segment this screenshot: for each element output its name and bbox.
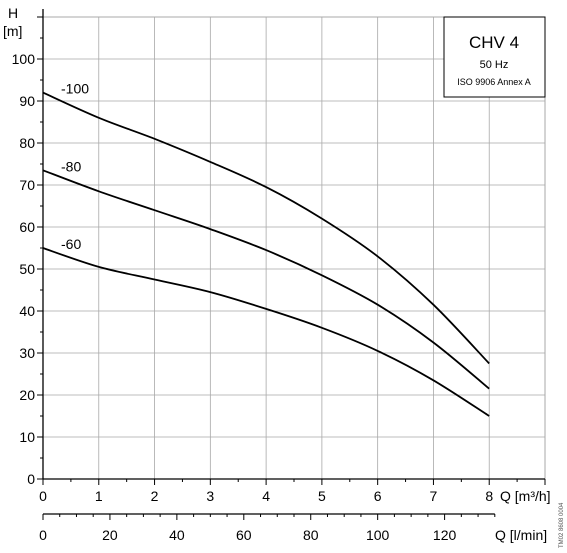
- x-tick-label: 2: [151, 488, 159, 504]
- x-tick-label: 6: [374, 488, 382, 504]
- x-axis-secondary-label: Q [l/min]: [495, 527, 547, 543]
- y-tick-label: 70: [19, 177, 35, 193]
- y-axis-unit: [m]: [3, 23, 22, 39]
- curve-minus-80: [42, 169, 490, 390]
- series-curves: -100 -80 -60: [42, 81, 490, 417]
- x-secondary-tick-label: 40: [169, 527, 185, 543]
- x-secondary-tick-label: 0: [39, 527, 47, 543]
- y-tick-label: 100: [12, 51, 36, 67]
- y-tick-label: 0: [27, 471, 35, 487]
- x-secondary-tick-label: 20: [102, 527, 118, 543]
- legend-title: CHV 4: [469, 33, 519, 52]
- curve-minus-100: [42, 91, 490, 365]
- y-tick-label: 50: [19, 261, 35, 277]
- x-secondary-tick-label: 60: [236, 527, 252, 543]
- x-axis-label: Q [m³/h]: [500, 488, 551, 504]
- x-tick-label: 4: [262, 488, 270, 504]
- y-tick-label: 60: [19, 219, 35, 235]
- y-tick-label: 80: [19, 135, 35, 151]
- legend-box: CHV 4 50 Hz ISO 9906 Annex A: [443, 16, 546, 98]
- x-tick-label: 1: [95, 488, 103, 504]
- x-secondary-tick-label: 120: [433, 527, 457, 543]
- y-tick-label: 40: [19, 303, 35, 319]
- series-label: -60: [61, 236, 81, 252]
- legend-frequency: 50 Hz: [480, 59, 509, 71]
- x-tick-label: 8: [485, 488, 493, 504]
- y-tick-label: 30: [19, 345, 35, 361]
- y-tick-label: 90: [19, 93, 35, 109]
- series-label: -100: [61, 81, 89, 97]
- x-secondary-tick-label: 80: [303, 527, 319, 543]
- legend-standard: ISO 9906 Annex A: [457, 77, 531, 87]
- x-secondary-tick-label: 100: [366, 527, 390, 543]
- series-label: -80: [61, 158, 81, 174]
- x-tick-label: 3: [206, 488, 214, 504]
- y-tick-label: 20: [19, 387, 35, 403]
- curve-minus-60: [42, 247, 490, 417]
- x-tick-label: 5: [318, 488, 326, 504]
- x-tick-label: 0: [39, 488, 47, 504]
- y-tick-label: 10: [19, 429, 35, 445]
- x-tick-label: 7: [430, 488, 438, 504]
- legend-frame: [443, 16, 546, 98]
- y-axis-symbol: H: [8, 5, 18, 21]
- drawing-code: TM02 8608 0004: [559, 502, 565, 548]
